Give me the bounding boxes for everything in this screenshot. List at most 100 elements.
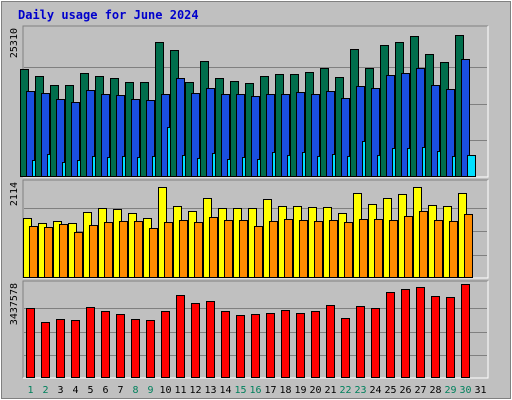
bar-files-day-28 [431,85,440,177]
x-tick-label-19: 19 [294,385,306,396]
bar-kbytes-day-7 [116,314,125,378]
x-tick-label-23: 23 [354,385,366,396]
bar-kbytes-day-23 [356,306,365,378]
x-tick-label-3: 3 [57,385,63,396]
bar-sites-day-5 [89,225,98,278]
x-tick-label-15: 15 [234,385,246,396]
chart-title: Daily usage for June 2024 [18,8,199,22]
bar-kbytes-day-5 [86,307,95,378]
bar-sites-day-8 [134,221,143,278]
bar-files-day-8 [131,99,140,177]
bar-kbytes-day-29 [446,297,455,378]
bar-files-day-2 [41,93,50,177]
bar-sites-day-6 [104,222,113,278]
panel-visits: 2114 [9,179,489,279]
x-tick-label-17: 17 [264,385,276,396]
x-tick-label-26: 26 [399,385,411,396]
bar-sites-day-22 [344,222,353,278]
bar-kbytes-day-30 [461,284,470,378]
bar-sites-day-24 [374,219,383,278]
bar-files-day-3 [56,99,65,177]
x-tick-label-27: 27 [414,385,426,396]
bar-files-day-26 [401,73,410,177]
bar-sites-day-29 [449,221,458,278]
bar-sites-day-13 [209,217,218,278]
bar-kbytes-day-13 [206,301,215,378]
x-tick-label-13: 13 [204,385,216,396]
bar-sites-day-1 [29,226,38,278]
bar-sites-day-9 [149,228,158,278]
chart-panels: 25310 2114 3437578 [9,25,489,379]
bar-kbytes-day-25 [386,292,395,378]
bar-kbytes-day-3 [56,319,65,378]
bar-kbytes-day-4 [71,320,80,378]
x-tick-label-2: 2 [42,385,48,396]
bar-files-day-27 [416,68,425,177]
bar-kbytes-day-28 [431,296,440,378]
bar-kbytes-day-9 [146,320,155,378]
x-tick-label-25: 25 [384,385,396,396]
x-tick-label-4: 4 [72,385,78,396]
bar-sites-day-7 [119,221,128,278]
bar-sites-day-12 [194,222,203,278]
x-tick-label-28: 28 [429,385,441,396]
panel-kbytes: 3437578 [9,280,489,379]
x-tick-label-22: 22 [339,385,351,396]
bar-files-day-21 [326,91,335,177]
bar-files-day-25 [386,75,395,177]
bar-sites-day-10 [164,222,173,278]
bar-kbytes-day-21 [326,305,335,378]
bar-files-day-17 [266,94,275,177]
bar-files-day-19 [296,92,305,177]
bar-files-day-7 [116,95,125,177]
x-tick-label-29: 29 [444,385,456,396]
bar-files-day-14 [221,94,230,177]
bar-sites-day-15 [239,220,248,278]
bar-kbytes-day-2 [41,322,50,378]
panel-kbytes-frame-dark [22,280,488,378]
bar-files-day-9 [146,100,155,177]
bar-files-day-15 [236,94,245,177]
bar-sites-day-26 [404,216,413,278]
bar-files-day-12 [191,93,200,177]
bar-files-day-20 [311,94,320,177]
x-tick-label-24: 24 [369,385,381,396]
bar-sites-day-17 [269,221,278,278]
bar-kbytes-day-18 [281,310,290,378]
bar-kbytes-day-22 [341,318,350,378]
bar-files-day-29 [446,89,455,177]
bar-sites-day-16 [254,226,263,278]
x-tick-label-7: 7 [117,385,123,396]
bar-sites-day-30 [464,214,473,278]
x-tick-label-16: 16 [249,385,261,396]
x-tick-label-21: 21 [324,385,336,396]
bar-files-day-1 [26,91,35,177]
x-tick-label-10: 10 [159,385,171,396]
bar-files-day-23 [356,86,365,177]
bar-kbytes-day-26 [401,289,410,378]
x-tick-label-8: 8 [132,385,138,396]
bar-sites-day-21 [329,220,338,278]
bar-kbytes-day-19 [296,313,305,378]
bar-kbytes-day-10 [161,311,170,378]
bar-kbytes-day-8 [131,319,140,378]
x-tick-label-14: 14 [219,385,231,396]
x-tick-label-6: 6 [102,385,108,396]
bar-sites-day-2 [44,227,53,278]
bar-kbytes-day-11 [176,295,185,378]
bar-sites-day-27 [419,211,428,278]
bar-kbytes-day-14 [221,311,230,378]
bar-files-day-4 [71,102,80,177]
x-tick-label-20: 20 [309,385,321,396]
bar-files-day-13 [206,88,215,177]
bar-kbytes-day-6 [101,311,110,378]
bar-sites-day-28 [434,220,443,278]
bar-sites-day-14 [224,220,233,278]
x-tick-label-11: 11 [174,385,186,396]
bar-sites-day-25 [389,220,398,278]
bar-files-day-11 [176,78,185,177]
x-tick-label-18: 18 [279,385,291,396]
bar-kbytes-day-20 [311,311,320,378]
